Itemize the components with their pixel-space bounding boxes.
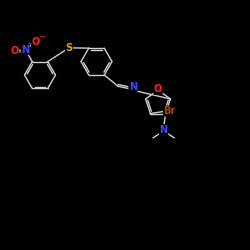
- Text: Br: Br: [164, 106, 176, 116]
- Text: N: N: [129, 82, 137, 92]
- Text: S: S: [66, 43, 72, 53]
- Text: O: O: [11, 46, 19, 56]
- Text: N: N: [21, 44, 29, 54]
- Text: O: O: [32, 36, 40, 46]
- Text: −: −: [38, 32, 45, 42]
- Text: O: O: [154, 84, 162, 94]
- Text: +: +: [26, 41, 32, 47]
- Text: N: N: [160, 125, 168, 135]
